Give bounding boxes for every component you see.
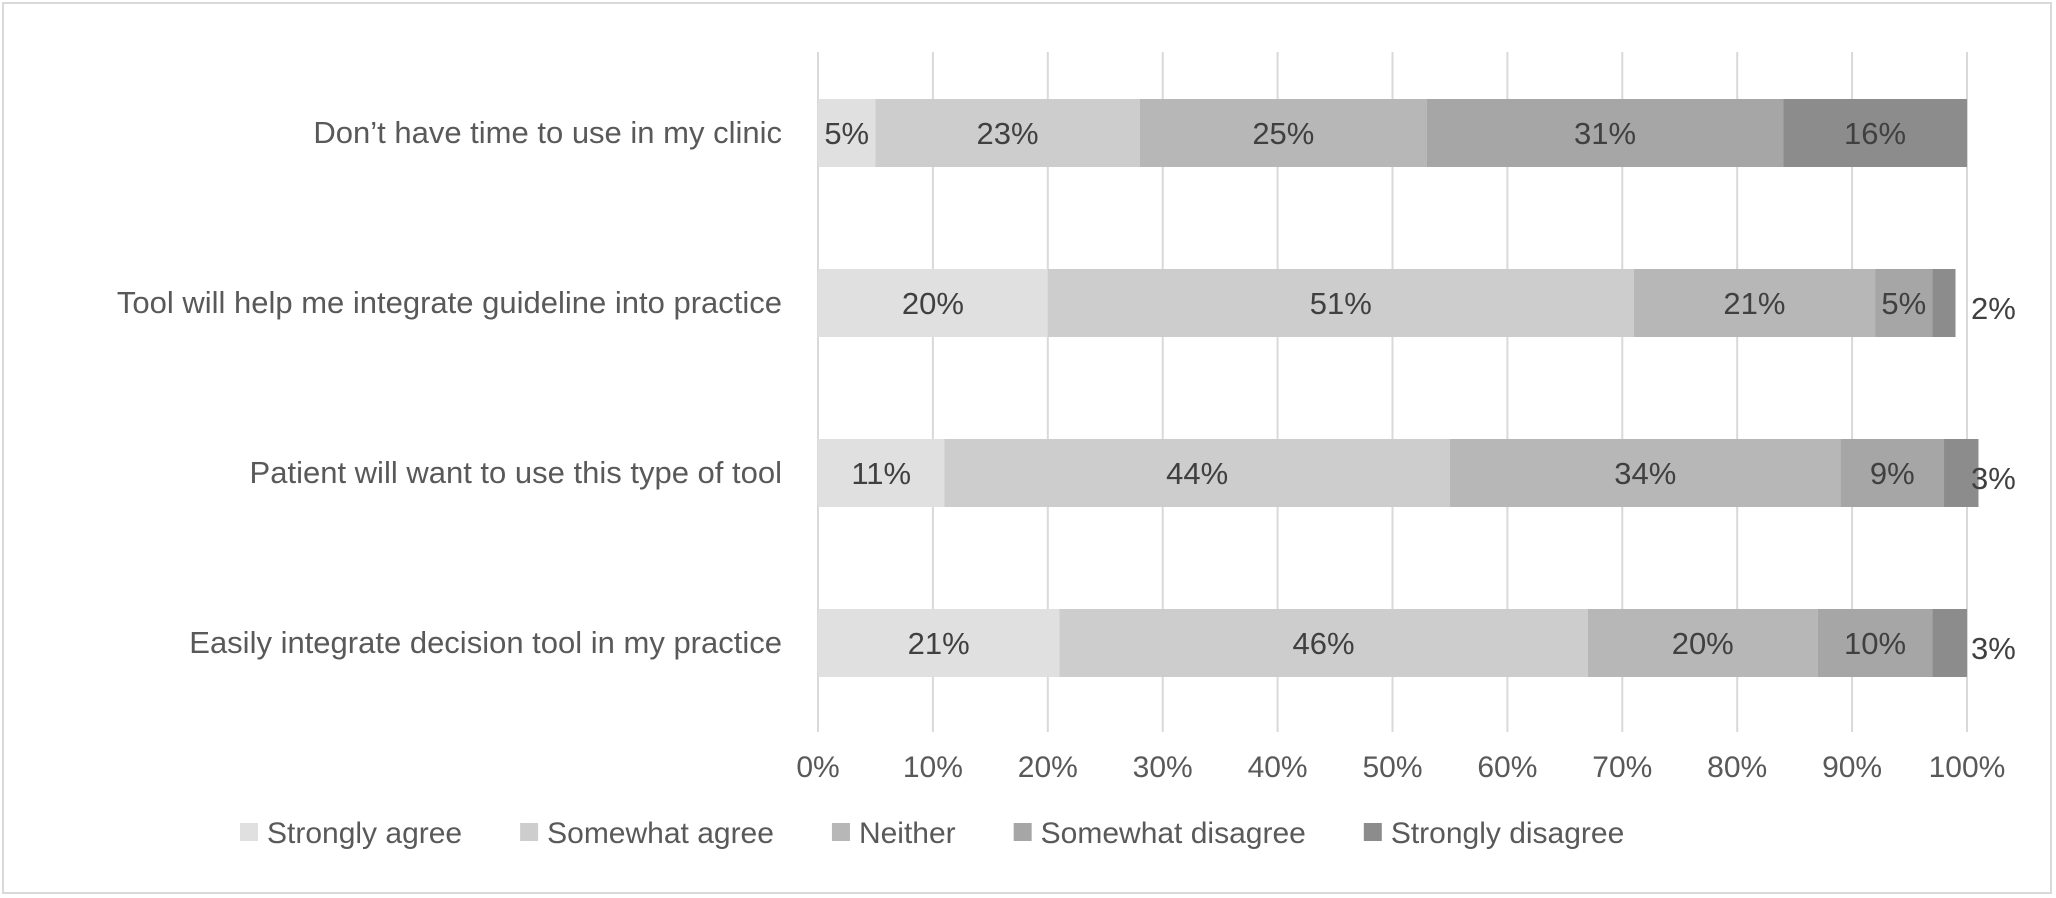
bar-segment	[818, 269, 1048, 337]
bar-segment	[818, 99, 876, 167]
bar-segment	[1840, 439, 1945, 507]
bar-segment	[1817, 609, 1933, 677]
data-label: 21%	[908, 626, 970, 661]
data-label: 5%	[824, 116, 869, 151]
x-tick-label: 50%	[1362, 751, 1422, 784]
bar-segment	[1059, 609, 1588, 677]
data-label: 46%	[1293, 626, 1355, 661]
legend-swatch	[1363, 823, 1382, 841]
data-label: 23%	[977, 116, 1039, 151]
bar-segment	[818, 439, 945, 507]
legend-swatch	[1013, 823, 1032, 841]
legend-label: Somewhat disagree	[1041, 817, 1306, 850]
x-tick-label: 10%	[903, 751, 963, 784]
data-label: 11%	[851, 456, 911, 491]
x-axis-ticks: 0% 10% 20% 30% 40% 50% 60% 70% 80% 90% 100%	[796, 751, 2005, 784]
x-tick-label: 30%	[1133, 751, 1193, 784]
x-tick-label: 60%	[1477, 751, 1537, 784]
data-label: 10%	[1844, 626, 1906, 661]
x-tick-label: 100%	[1929, 751, 2006, 784]
bars	[818, 99, 1979, 677]
data-label: 31%	[1574, 116, 1636, 151]
legend-label: Strongly agree	[267, 817, 462, 850]
category-label: Tool will help me integrate guideline in…	[117, 285, 782, 320]
data-label: 20%	[1672, 626, 1734, 661]
bar-segment	[1426, 99, 1784, 167]
data-label: 3%	[1971, 461, 2016, 496]
bar-segment	[1783, 99, 1967, 167]
x-tick-label: 90%	[1822, 751, 1882, 784]
bar-segment	[1587, 609, 1818, 677]
category-label: Patient will want to use this type of to…	[250, 455, 782, 490]
data-label: 34%	[1614, 456, 1676, 491]
bar-segment	[944, 439, 1450, 507]
data-label: 25%	[1252, 116, 1314, 151]
bar-segment	[1139, 99, 1427, 167]
legend-swatch	[240, 823, 258, 841]
legend-label: Somewhat agree	[547, 817, 774, 850]
category-label: Don’t have time to use in my clinic	[313, 115, 782, 150]
stacked-bar-chart: 5% 23% 25% 31% 16% 20% 51% 21% 5% 2% 11% 44% 34% 9% 3%…	[117, 52, 2016, 850]
data-label: 21%	[1723, 286, 1785, 321]
data-label: 16%	[1844, 116, 1906, 151]
x-tick-label: 70%	[1592, 751, 1652, 784]
legend: Strongly agree Somewhat agree Neither Somew…	[240, 817, 1624, 850]
category-labels: Don’t have time to use in my clinic Tool …	[117, 115, 782, 660]
bar-segment	[1932, 609, 1967, 677]
legend-label: Strongly disagree	[1391, 817, 1624, 850]
bar-segment	[1932, 269, 1956, 337]
data-label: 9%	[1870, 456, 1915, 491]
data-label: 2%	[1971, 291, 2016, 326]
x-tick-label: 20%	[1018, 751, 1078, 784]
bar-segment	[1875, 269, 1933, 337]
x-tick-label: 80%	[1707, 751, 1767, 784]
data-label: 20%	[902, 286, 964, 321]
legend-label: Neither	[859, 817, 956, 850]
data-label: 44%	[1166, 456, 1228, 491]
x-tick-label: 40%	[1248, 751, 1308, 784]
data-label: 3%	[1971, 631, 2016, 666]
category-label: Easily integrate decision tool in my pra…	[189, 625, 782, 660]
bar-segment	[875, 99, 1140, 167]
legend-swatch	[520, 823, 539, 841]
data-label: 5%	[1881, 286, 1926, 321]
bar-segment	[1449, 439, 1841, 507]
x-tick-label: 0%	[796, 751, 839, 784]
bar-segment	[1047, 269, 1634, 337]
bar-segment	[1633, 269, 1876, 337]
bar-segment	[818, 609, 1060, 677]
bar-segment	[1944, 439, 1979, 507]
data-label: 51%	[1310, 286, 1372, 321]
data-labels: 5% 23% 25% 31% 16% 20% 51% 21% 5% 2% 11% 44% 34% 9% 3%…	[824, 116, 2015, 666]
legend-swatch	[831, 823, 850, 841]
